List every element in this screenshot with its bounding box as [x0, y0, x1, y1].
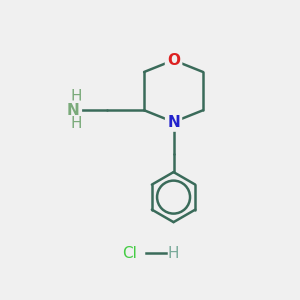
Text: N: N: [67, 103, 80, 118]
Text: O: O: [167, 53, 180, 68]
Text: N: N: [167, 115, 180, 130]
Text: H: H: [70, 89, 82, 104]
Text: Cl: Cl: [122, 246, 137, 261]
Text: H: H: [168, 246, 179, 261]
Text: H: H: [70, 116, 82, 131]
